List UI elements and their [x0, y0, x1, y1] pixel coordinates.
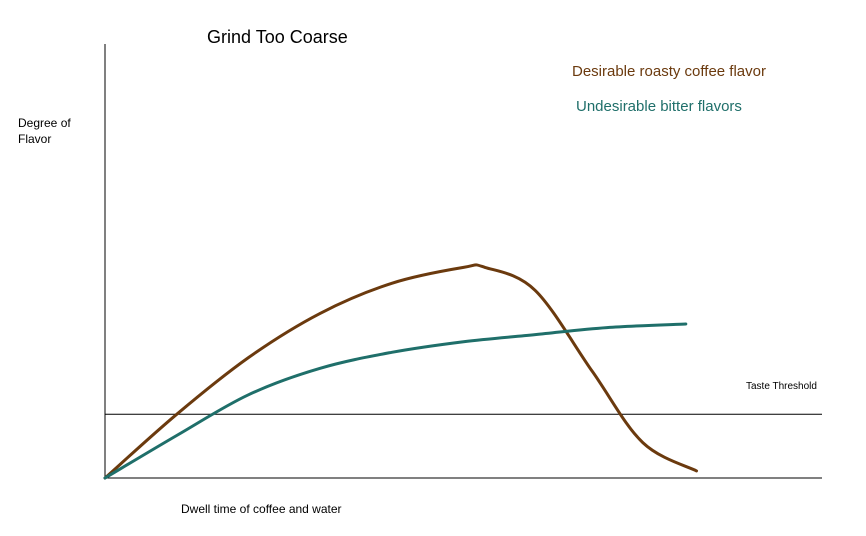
y-axis-label: Degree of Flavor — [18, 115, 88, 147]
legend-bitter-flavors: Undesirable bitter flavors — [576, 98, 742, 115]
chart-title: Grind Too Coarse — [207, 27, 348, 47]
series-line-roasty-flavor — [103, 263, 698, 480]
taste-threshold-label: Taste Threshold — [746, 381, 817, 392]
y-axis-label-line-1: Degree of — [18, 116, 71, 130]
legend-roasty-flavor: Desirable roasty coffee flavor — [572, 63, 766, 80]
x-axis-label: Dwell time of coffee and water — [181, 502, 342, 516]
series-line-bitter-flavors — [103, 322, 688, 480]
series-layer — [103, 263, 698, 480]
y-axis-label-line-2: Flavor — [18, 132, 52, 146]
